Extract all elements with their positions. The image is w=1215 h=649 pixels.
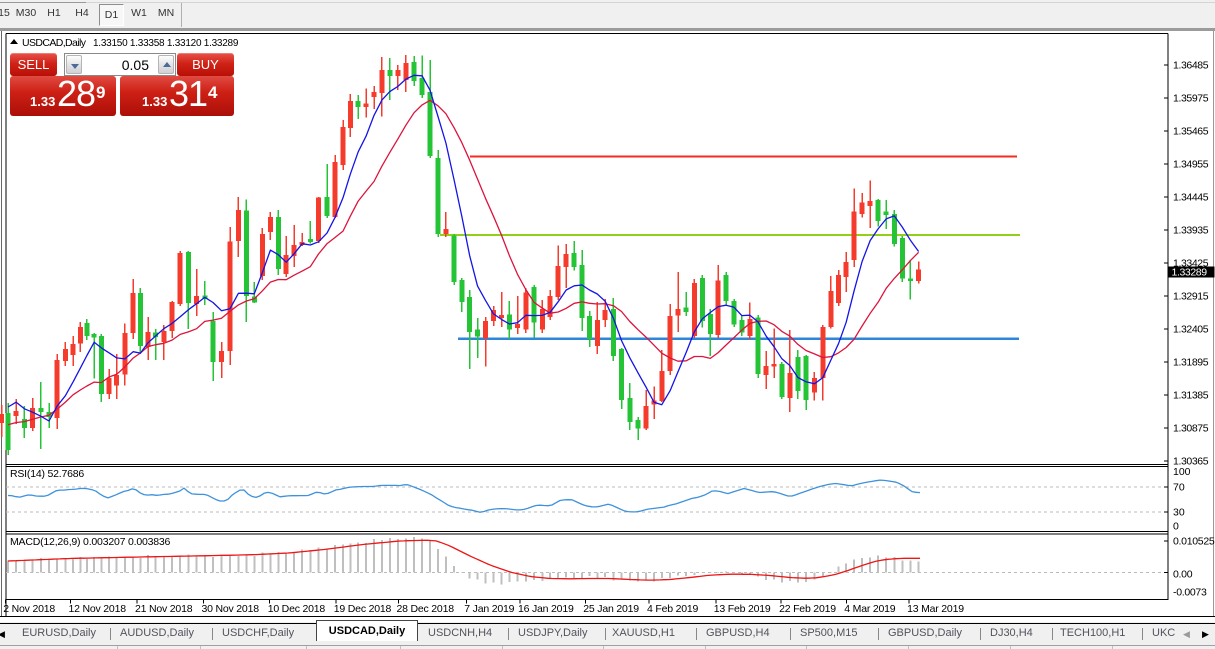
svg-text:100: 100 — [1173, 466, 1191, 478]
svg-text:MACD(12,26,9) 0.003207 0.00383: MACD(12,26,9) 0.003207 0.003836 — [10, 536, 171, 548]
svg-text:1.31895: 1.31895 — [1173, 357, 1209, 369]
svg-text:1.30365: 1.30365 — [1173, 456, 1209, 468]
svg-text:16 Jan 2019: 16 Jan 2019 — [518, 603, 574, 615]
svg-text:70: 70 — [1173, 482, 1185, 494]
svg-text:1.32405: 1.32405 — [1173, 324, 1209, 336]
svg-text:7 Jan 2019: 7 Jan 2019 — [464, 603, 514, 615]
svg-text:1.31385: 1.31385 — [1173, 390, 1209, 402]
svg-text:1.34445: 1.34445 — [1173, 192, 1209, 204]
svg-text:-0.0073: -0.0073 — [1173, 587, 1207, 599]
svg-text:4 Mar 2019: 4 Mar 2019 — [844, 603, 895, 615]
svg-text:0.00: 0.00 — [1173, 568, 1193, 580]
svg-text:0.010525: 0.010525 — [1173, 536, 1215, 548]
svg-text:13 Feb 2019: 13 Feb 2019 — [714, 603, 771, 615]
svg-text:30 Nov 2018: 30 Nov 2018 — [202, 603, 260, 615]
svg-text:4 Feb 2019: 4 Feb 2019 — [647, 603, 698, 615]
svg-text:1.32915: 1.32915 — [1173, 291, 1209, 303]
svg-text:19 Dec 2018: 19 Dec 2018 — [334, 603, 392, 615]
svg-text:1.33289: 1.33289 — [1172, 267, 1208, 279]
svg-text:1.33935: 1.33935 — [1173, 225, 1209, 237]
svg-text:28 Dec 2018: 28 Dec 2018 — [397, 603, 455, 615]
svg-text:1.30875: 1.30875 — [1173, 423, 1209, 435]
svg-text:1.36485: 1.36485 — [1173, 60, 1209, 72]
svg-text:0: 0 — [1173, 521, 1179, 533]
svg-text:1.35975: 1.35975 — [1173, 93, 1209, 105]
svg-text:RSI(14) 52.7686: RSI(14) 52.7686 — [10, 468, 84, 480]
svg-text:1.35465: 1.35465 — [1173, 126, 1209, 138]
svg-text:10 Dec 2018: 10 Dec 2018 — [268, 603, 326, 615]
svg-text:30: 30 — [1173, 507, 1185, 519]
svg-text:25 Jan 2019: 25 Jan 2019 — [583, 603, 639, 615]
svg-text:2 Nov 2018: 2 Nov 2018 — [3, 603, 55, 615]
svg-text:1.34955: 1.34955 — [1173, 159, 1209, 171]
svg-text:12 Nov 2018: 12 Nov 2018 — [69, 603, 127, 615]
svg-text:13 Mar 2019: 13 Mar 2019 — [907, 603, 964, 615]
svg-text:22 Feb 2019: 22 Feb 2019 — [779, 603, 836, 615]
svg-text:21 Nov 2018: 21 Nov 2018 — [135, 603, 193, 615]
